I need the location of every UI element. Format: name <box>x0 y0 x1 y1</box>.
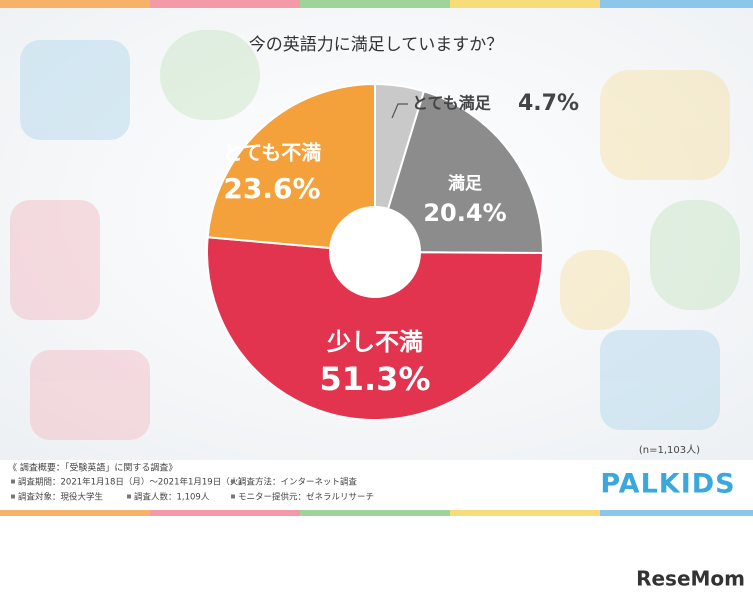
footer-band <box>0 460 753 512</box>
footer-item: 調査期間：2021年1月18日（月）～2021年1月19日（火） <box>18 477 247 488</box>
slice-value-label: 20.4% <box>423 199 506 227</box>
bullet <box>11 479 15 484</box>
watermark: ReseMom <box>636 567 745 591</box>
slice-label: とても不満 <box>223 141 321 165</box>
donut-hole <box>331 208 419 296</box>
bullet <box>231 494 235 499</box>
pie-slice <box>206 82 376 250</box>
sample-note: (n=1,103人) <box>639 444 700 456</box>
footer-item: モニター提供元：ゼネラルリサーチ <box>238 492 374 503</box>
pie-slice <box>386 90 544 255</box>
slice-value-label: 23.6% <box>223 172 320 205</box>
slice-label: 少し不満 <box>326 328 423 356</box>
bullet <box>11 494 15 499</box>
footer-item: 調査対象：現役大学生 <box>18 492 104 503</box>
footer-item: 調査方法：インターネット調査 <box>238 477 358 488</box>
decor-letters <box>10 30 740 440</box>
leader-line <box>391 103 408 119</box>
bottom-stripes <box>0 510 753 516</box>
chart-title: 今の英語力に満足していますか？ <box>249 35 504 55</box>
pie: とても満足 4.7% 満足 20.4% 少し不満 51.3% とても不満 23.6% <box>206 82 579 421</box>
logo: PALKIDS <box>600 469 735 500</box>
slice-label: とても満足 <box>412 94 492 113</box>
footer-items: 調査期間：2021年1月18日（月）～2021年1月19日（火）調査方法：インタ… <box>11 477 374 503</box>
bullet <box>127 494 131 499</box>
slice-label: 満足 <box>448 173 482 194</box>
slice-value-label: 4.7% <box>518 91 579 116</box>
top-stripes <box>0 0 753 8</box>
bullet <box>231 479 235 484</box>
slice-value-label: 51.3% <box>319 360 430 398</box>
footer-item: 調査人数：1,109人 <box>134 492 210 503</box>
footer-heading: 《 調査概要：「受験英語」に関する調査》 <box>8 462 177 474</box>
pie-slice <box>206 236 545 421</box>
